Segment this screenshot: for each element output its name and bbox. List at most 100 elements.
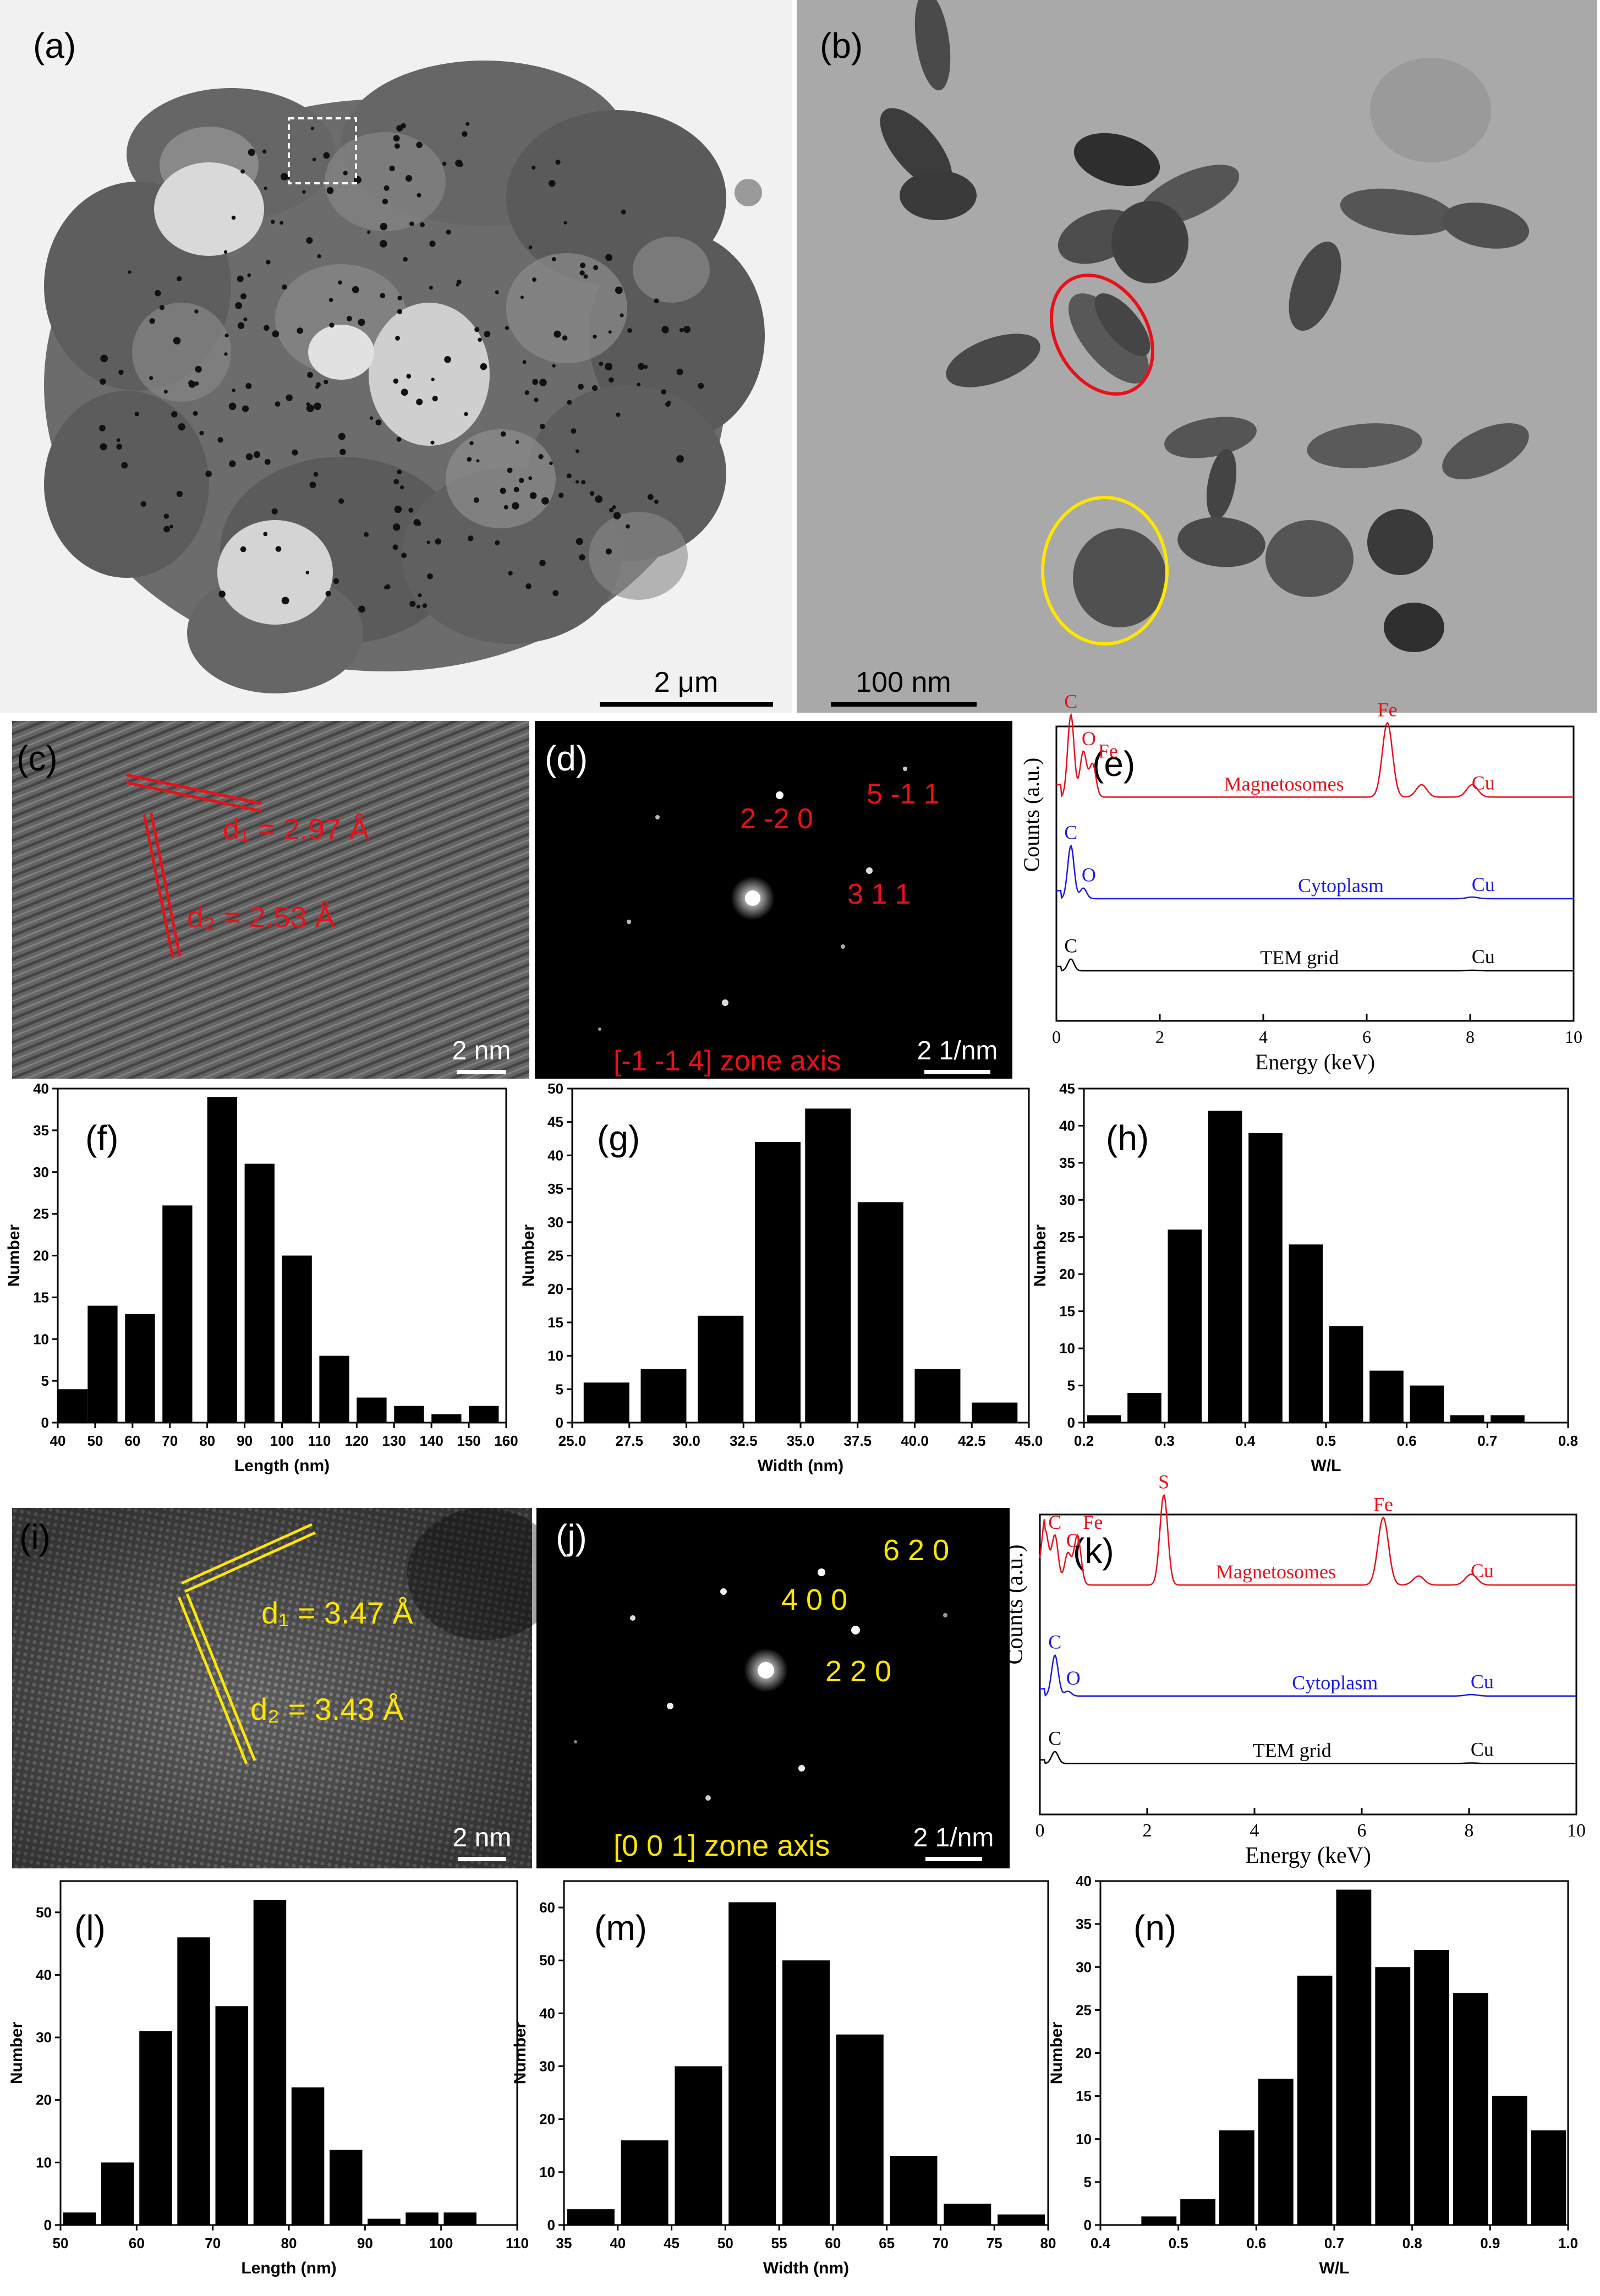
bar — [1127, 1393, 1161, 1423]
bar — [177, 1937, 210, 2225]
magnetosome-dot — [100, 378, 106, 385]
zone-axis-j: [0 0 1] zone axis — [613, 1829, 830, 1862]
magnetosome-dot — [593, 335, 597, 339]
magnetosome-dot — [529, 492, 537, 499]
peak-label: Cu — [1471, 1560, 1494, 1582]
y-tick-label: 20 — [36, 2092, 52, 2108]
magnetosome-dot — [576, 538, 583, 545]
magnetosome-dot — [612, 505, 616, 510]
lattice-line-d2 — [177, 1597, 248, 1764]
peak-label: S — [1158, 1471, 1169, 1493]
peak-label: O — [1082, 728, 1096, 750]
magnetosome-dot — [177, 276, 182, 282]
y-axis-label: Number — [519, 1224, 538, 1287]
zone-axis-d: [-1 -1 4] zone axis — [613, 1045, 841, 1077]
magnetosome-dot — [275, 546, 282, 552]
lattice-line-d2-b — [150, 813, 182, 957]
magnetosome-dot — [552, 590, 559, 597]
panel-label-a: (a) — [33, 26, 76, 65]
magnetosome-dot — [171, 411, 178, 418]
y-tick-label: 15 — [1076, 2088, 1092, 2104]
y-tick-label: 20 — [1059, 1266, 1075, 1282]
x-tick-label: 0.3 — [1155, 1433, 1175, 1449]
magnetosome-dot — [478, 337, 482, 342]
y-tick-label: 30 — [1059, 1191, 1075, 1208]
magnetosome-dot — [235, 302, 243, 309]
x-tick-label: 2 — [1155, 1027, 1164, 1047]
magnetosome-dot — [522, 360, 527, 364]
bar — [583, 1382, 629, 1423]
y-tick-label: 5 — [41, 1373, 49, 1389]
magnetosome-dot — [382, 199, 388, 205]
y-tick-label: 25 — [547, 1248, 563, 1264]
magnetosome-dot — [242, 405, 249, 412]
bar — [1369, 1370, 1404, 1423]
spot-label-d-2: 5 -1 1 — [867, 778, 940, 810]
spectrum-line-tem-grid — [1056, 958, 1574, 972]
magnetosome-dots — [99, 122, 704, 613]
magnetosome-dot — [118, 369, 124, 375]
magnetosome-dot — [352, 286, 359, 293]
x-axis-label: Length (nm) — [241, 2259, 336, 2277]
plot-frame — [1083, 1087, 1569, 1424]
magnetosome-dot — [566, 473, 572, 479]
magnetosome-dot — [555, 160, 561, 165]
lattice-line-d1-b — [184, 1531, 316, 1593]
magnetosome-dot — [644, 365, 648, 369]
panel-label-m: (m) — [594, 1908, 647, 1948]
magnetosome-dot — [464, 412, 468, 417]
magnetosome-dot — [683, 326, 691, 334]
magnetosome-dot — [418, 593, 422, 598]
x-tick-label: 60 — [124, 1433, 140, 1449]
magnetosome-dot — [100, 354, 108, 363]
magnetosome-dot — [264, 325, 270, 331]
magnetosome-dot — [505, 326, 509, 330]
y-axis-label: Counts (a.u.) — [1019, 758, 1044, 872]
d2-spacing-i: d₂ = 3.43 Å — [250, 1692, 404, 1726]
magnetosome-dot — [480, 363, 487, 370]
magnetosome-dot — [549, 180, 556, 187]
magnetosome-dot — [578, 384, 584, 390]
magnetosome-dot — [626, 524, 630, 529]
y-tick-label: 40 — [36, 1966, 52, 1983]
magnetosome-dot — [163, 526, 170, 533]
cell-cluster — [44, 61, 765, 693]
magnetosome-dot — [429, 286, 433, 290]
x-tick-label: 0.2 — [1074, 1433, 1094, 1449]
magnetosome-dot — [620, 313, 624, 318]
x-tick-label: 10 — [1565, 1027, 1582, 1047]
magnetosome-dot — [282, 284, 287, 290]
spot-label-d-1: 2 -2 0 — [740, 803, 813, 835]
series-label: Magnetosomes — [1216, 1561, 1336, 1583]
peak-label: Fe — [1083, 1511, 1103, 1533]
y-tick-label: 30 — [547, 1214, 563, 1231]
spot-label-j-3: 2 2 0 — [825, 1655, 891, 1688]
magnetosome-dot — [195, 365, 202, 373]
magnetosome-dot — [224, 352, 228, 356]
magnetosome-dot — [456, 280, 462, 285]
y-tick-label: 0 — [547, 2217, 555, 2233]
bar — [282, 1255, 312, 1423]
plot-frame — [1039, 1513, 1577, 1816]
magnetosome-dot — [364, 532, 369, 537]
magnetosome-dot — [149, 376, 154, 380]
y-tick-label: 40 — [33, 1080, 49, 1097]
magnetosome-dot — [306, 237, 313, 244]
magnetosome-dot — [393, 479, 399, 485]
y-tick-label: 40 — [1076, 1873, 1092, 1889]
x-tick-label: 0.5 — [1316, 1433, 1336, 1449]
magnetosome-dot — [465, 122, 470, 126]
bar — [675, 2066, 722, 2225]
magnetosome-dot — [525, 583, 531, 589]
x-tick-label: 60 — [825, 2235, 841, 2251]
x-tick-label: 70 — [205, 2235, 221, 2251]
magnetosome-dot — [409, 221, 414, 226]
magnetosome-dot — [393, 523, 401, 531]
panel-label-h: (h) — [1106, 1118, 1149, 1158]
magnetosome-dot — [403, 256, 408, 262]
histogram-h: 0.2 0.3 0.4 0.5 0.6 0.7 0.8 0 5 10 15 20 25 30 35 40 45 W… — [1031, 1080, 1578, 1475]
magnetosome-dot — [595, 495, 603, 503]
scale-bar-label-d: 2 1/nm — [917, 1036, 998, 1065]
x-tick-label: 70 — [162, 1433, 178, 1449]
